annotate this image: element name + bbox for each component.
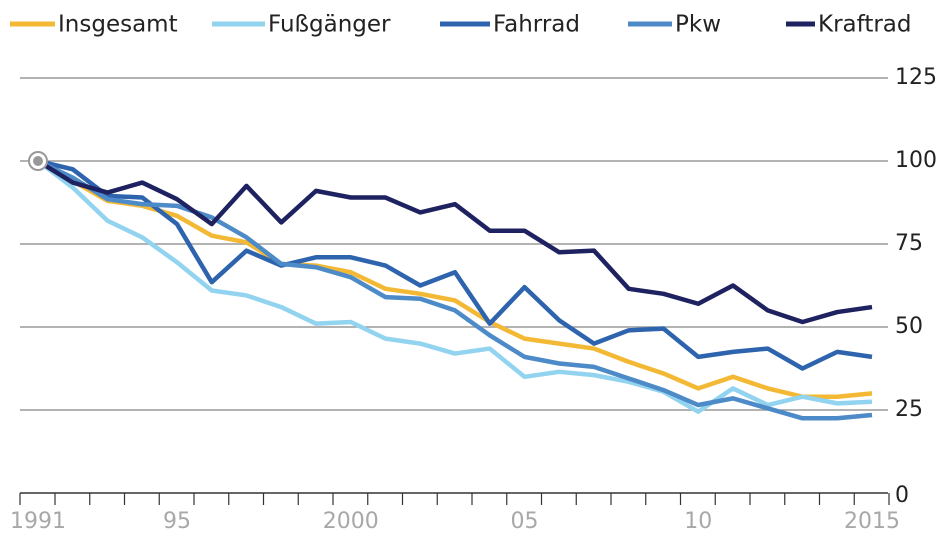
series-line [37, 158, 873, 371]
legend-label: Fußgänger [268, 12, 391, 38]
series-line [37, 158, 873, 421]
series-line [36, 159, 873, 399]
x-tick-label: 2015 [844, 509, 900, 534]
y-tick-label: 25 [895, 397, 923, 422]
x-tick-label: 95 [163, 509, 191, 534]
y-tick-label: 100 [895, 148, 937, 173]
legend-label: Pkw [675, 12, 721, 38]
legend-label: Kraftrad [818, 12, 912, 38]
series-line [36, 159, 873, 325]
legend-label: Insgesamt [58, 12, 178, 38]
y-tick-label: 0 [895, 483, 909, 508]
y-tick-label: 50 [895, 314, 923, 339]
legend-label: Fahrrad [493, 12, 580, 38]
y-tick-label: 75 [895, 231, 923, 256]
x-tick-label: 1991 [10, 509, 66, 534]
start-marker-dot [33, 156, 43, 166]
series-line [36, 159, 873, 414]
x-tick-label: 2000 [323, 509, 379, 534]
y-tick-label: 125 [895, 65, 937, 90]
x-tick-label: 10 [684, 509, 712, 534]
x-tick-label: 05 [511, 509, 539, 534]
